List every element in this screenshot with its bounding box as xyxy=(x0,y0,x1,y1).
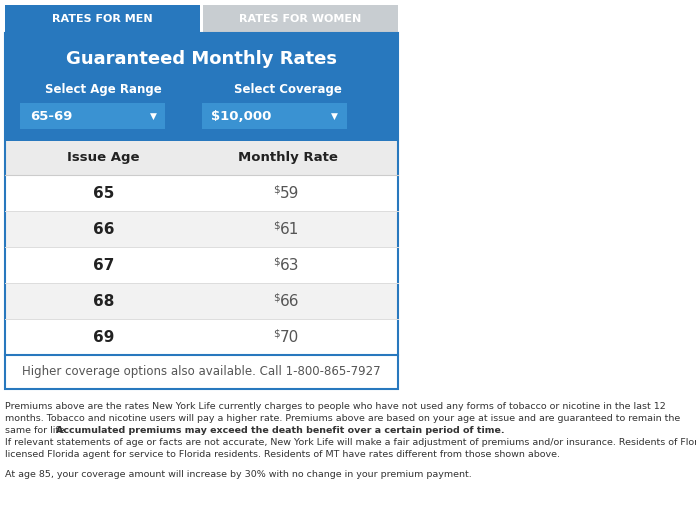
Text: 69: 69 xyxy=(93,330,114,344)
Text: $: $ xyxy=(274,185,280,195)
Bar xyxy=(5,211,398,247)
Bar xyxy=(5,33,398,141)
Text: ▼: ▼ xyxy=(331,112,338,121)
Text: $: $ xyxy=(274,257,280,267)
Bar xyxy=(5,319,398,355)
Bar xyxy=(5,141,398,175)
Text: Premiums above are the rates New York Life currently charges to people who have : Premiums above are the rates New York Li… xyxy=(5,402,666,411)
Bar xyxy=(5,283,398,319)
Text: $: $ xyxy=(274,221,280,231)
Text: Guaranteed Monthly Rates: Guaranteed Monthly Rates xyxy=(66,50,337,68)
Text: RATES FOR MEN: RATES FOR MEN xyxy=(52,14,153,24)
Text: 68: 68 xyxy=(93,294,114,308)
Text: Monthly Rate: Monthly Rate xyxy=(238,151,338,165)
Bar xyxy=(202,103,347,129)
Bar xyxy=(5,355,398,389)
Text: $: $ xyxy=(274,293,280,303)
Text: 67: 67 xyxy=(93,258,114,272)
Text: At age 85, your coverage amount will increase by 30% with no change in your prem: At age 85, your coverage amount will inc… xyxy=(5,470,472,479)
Text: Accumulated premiums may exceed the death benefit over a certain period of time.: Accumulated premiums may exceed the deat… xyxy=(56,426,505,435)
Bar xyxy=(5,247,398,283)
Text: RATES FOR WOMEN: RATES FOR WOMEN xyxy=(239,14,362,24)
Text: ▼: ▼ xyxy=(150,112,157,121)
Text: 66: 66 xyxy=(280,294,299,308)
Text: 65-69: 65-69 xyxy=(30,110,72,123)
Text: If relevant statements of age or facts are not accurate, New York Life will make: If relevant statements of age or facts a… xyxy=(5,438,696,447)
Text: $: $ xyxy=(274,329,280,339)
Text: 61: 61 xyxy=(280,222,299,236)
Text: 63: 63 xyxy=(280,258,299,272)
Text: $10,000: $10,000 xyxy=(212,110,272,123)
Text: 65: 65 xyxy=(93,186,114,200)
Text: Higher coverage options also available. Call 1-800-865-7927: Higher coverage options also available. … xyxy=(22,366,381,379)
Bar xyxy=(5,5,200,33)
Bar xyxy=(5,175,398,211)
Text: licensed Florida agent for service to Florida residents. Residents of MT have ra: licensed Florida agent for service to Fl… xyxy=(5,450,560,459)
Bar xyxy=(5,33,398,389)
Bar xyxy=(20,103,165,129)
Text: 70: 70 xyxy=(280,330,299,344)
Text: Select Age Range: Select Age Range xyxy=(45,84,161,96)
Text: same for life.: same for life. xyxy=(5,426,70,435)
Text: Issue Age: Issue Age xyxy=(67,151,139,165)
Text: months. Tobacco and nicotine users will pay a higher rate. Premiums above are ba: months. Tobacco and nicotine users will … xyxy=(5,414,680,423)
Text: 66: 66 xyxy=(93,222,114,236)
Text: 59: 59 xyxy=(280,186,299,200)
Text: Select Coverage: Select Coverage xyxy=(234,84,342,96)
Bar xyxy=(203,5,398,33)
